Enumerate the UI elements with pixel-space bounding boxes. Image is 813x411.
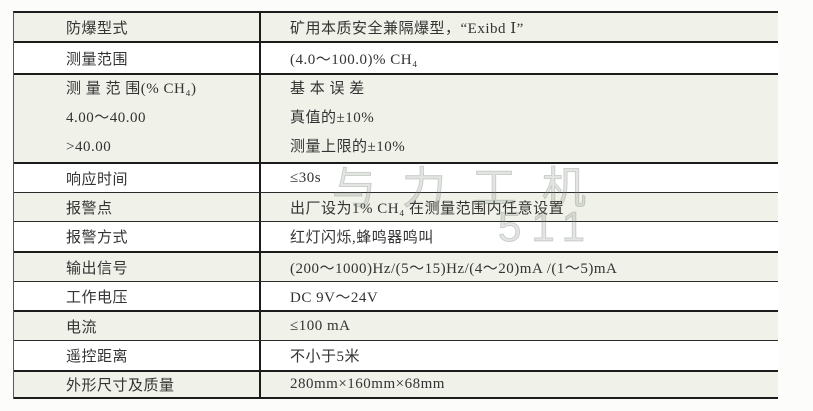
row-value: 红灯闪烁,蜂鸣器鸣叫: [290, 230, 434, 246]
row-value-line: 测量上限的±10%: [290, 139, 406, 155]
table-row: 测量范围 (4.0～100.0)% CH₄: [14, 43, 778, 75]
row-label-line: >40.00: [66, 139, 112, 155]
row-value: ≤30s: [290, 169, 322, 186]
table-row: 电流 ≤100 mA: [14, 312, 778, 341]
table-row: 测 量 范 围(% CH₄) 4.00～40.00 >40.00 基 本 误 差…: [14, 75, 778, 164]
row-label: 测量范围: [14, 43, 261, 73]
table-row: 报警方式 红灯闪烁,蜂鸣器鸣叫: [14, 222, 778, 253]
row-value: DC 9V～24V: [290, 289, 379, 306]
table-row: 外形尺寸及质量 280mm×160mm×68mm: [14, 372, 778, 399]
row-label: 报警点: [14, 193, 261, 221]
row-label: 报警方式: [14, 222, 261, 251]
row-label-line: 4.00～40.00: [66, 110, 147, 126]
row-label: 工作电压: [14, 282, 261, 310]
row-label: 响应时间: [14, 164, 261, 192]
table-row: 工作电压 DC 9V～24V: [14, 282, 778, 312]
table-row: 报警点 出厂设为1% CH₄ 在测量范围内任意设置: [14, 193, 778, 222]
row-value: 280mm×160mm×68mm: [290, 376, 445, 392]
row-value: ≤100 mA: [290, 317, 351, 334]
row-value: (200～1000)Hz/(5～15)Hz/(4～20)mA /(1～5)mA: [290, 260, 618, 277]
table-row: 防爆型式 矿用本质安全兼隔爆型，“Exibd Ⅰ”: [14, 13, 778, 43]
row-value: (4.0～100.0)% CH₄: [290, 51, 418, 68]
row-value: 基 本 误 差 真值的±10% 测量上限的±10%: [261, 75, 778, 162]
spec-table: 防爆型式 矿用本质安全兼隔爆型，“Exibd Ⅰ” 测量范围 (4.0～100.…: [13, 11, 778, 399]
row-label: 遥控距离: [14, 341, 261, 370]
table-row: 输出信号 (200～1000)Hz/(5～15)Hz/(4～20)mA /(1～…: [14, 253, 778, 282]
table-row: 遥控距离 不小于5米: [14, 341, 778, 372]
row-value: 不小于5米: [290, 349, 361, 365]
table-row: 响应时间 ≤30s: [14, 164, 778, 193]
row-value: 出厂设为1% CH₄ 在测量范围内任意设置: [290, 200, 565, 217]
row-label: 防爆型式: [14, 13, 261, 41]
row-value-line: 基 本 误 差: [290, 81, 365, 97]
row-value-line: 真值的±10%: [290, 110, 375, 126]
row-value: 矿用本质安全兼隔爆型，“Exibd Ⅰ”: [290, 20, 524, 37]
row-label-line: 测 量 范 围(% CH₄): [66, 81, 197, 97]
row-label: 输出信号: [14, 253, 261, 281]
row-label: 测 量 范 围(% CH₄) 4.00～40.00 >40.00: [14, 75, 261, 162]
row-label: 电流: [14, 312, 261, 340]
row-label: 外形尺寸及质量: [14, 372, 261, 397]
